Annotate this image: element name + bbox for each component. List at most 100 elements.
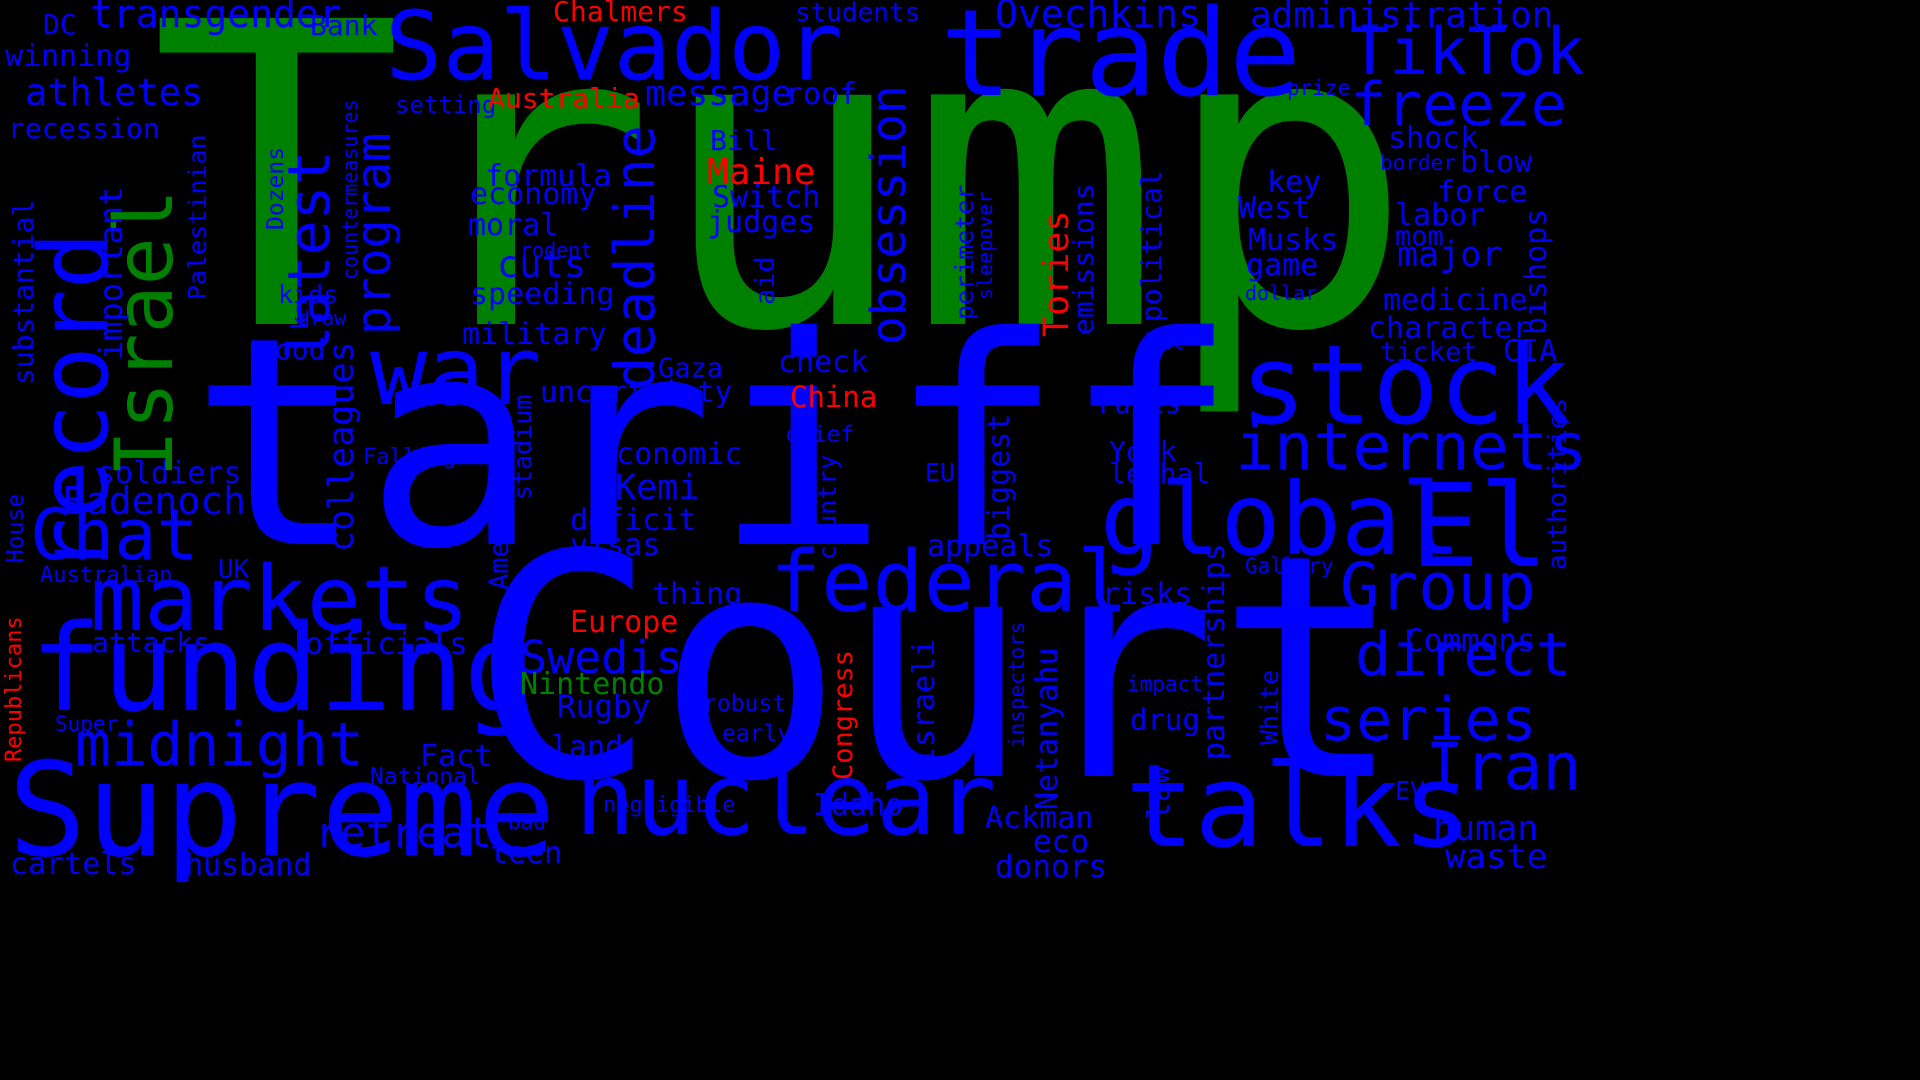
word-netanyahu: Netanyahu <box>1030 647 1065 810</box>
word-palestinian: Palestinian <box>183 134 212 300</box>
word-republicans: Republicans <box>2 616 27 762</box>
word-visas: visas <box>570 528 661 563</box>
word-salvador: Salvador <box>385 0 843 102</box>
word-moral: moral <box>468 208 559 243</box>
word-switch: Switch <box>712 180 821 215</box>
word-war: war <box>370 317 542 427</box>
word-chat: Chat <box>30 494 199 576</box>
word-tiktok: TikTok <box>1350 15 1585 90</box>
word-retreat: retreat <box>315 808 493 857</box>
word-supreme: Supreme <box>8 734 556 886</box>
word-ackman: Ackman <box>985 801 1094 836</box>
word-substantial: substantial <box>7 199 40 385</box>
word-early: early <box>722 721 792 747</box>
word-game: game <box>1246 248 1319 283</box>
word-human: human <box>1433 809 1539 849</box>
word-land: land <box>551 730 624 765</box>
word-federal: federal <box>770 533 1129 632</box>
word-teen: teen <box>490 836 563 871</box>
word-uk: UK <box>218 555 250 585</box>
word-ovechkins: Ovechkins <box>995 0 1201 36</box>
word-deadline: deadline <box>603 125 667 390</box>
word-freeze: freeze <box>1350 70 1567 140</box>
word-badenoch: Badenoch <box>63 479 247 523</box>
word-american: American <box>484 459 515 590</box>
word-trade: trade <box>940 0 1302 124</box>
word-recession: recession <box>8 112 160 145</box>
word-tariff: tariff <box>190 276 1238 613</box>
word-economic: economic <box>598 437 743 472</box>
word-partnerships: partnerships <box>1197 543 1232 760</box>
word-chief: chief <box>785 422 855 448</box>
word-formula: formula <box>485 159 612 194</box>
word-authorities: authorities <box>1543 397 1573 570</box>
word-countermeasures: countermeasures <box>338 99 362 280</box>
word-deficit: deficit <box>570 503 697 538</box>
word-funding: funding <box>30 600 536 739</box>
word-dozens: Dozens <box>263 146 289 230</box>
word-donors: donors <box>995 849 1107 885</box>
word-mom: mom <box>1395 221 1444 252</box>
word-maine: Maine <box>707 152 816 193</box>
word-lethal: lethal <box>1109 457 1211 490</box>
word-medicine: medicine <box>1383 283 1528 318</box>
word-colleagues: colleagues <box>322 341 362 552</box>
word-china: China <box>790 380 878 414</box>
word-gaza: Gaza <box>658 353 724 384</box>
word-york: York <box>1109 435 1177 468</box>
word-officials: officials <box>305 627 468 662</box>
word-bad: bad <box>508 810 546 834</box>
word-congress: Congress <box>828 649 859 780</box>
word-cuts: cuts <box>497 243 587 286</box>
word-rugby: Rugby <box>557 689 651 725</box>
word-shock: shock <box>1388 121 1479 156</box>
word-important: important <box>92 186 130 360</box>
word-dc: DC <box>43 8 77 41</box>
word-europe: Europe <box>570 605 679 640</box>
word-ticket: ticket <box>1380 337 1478 368</box>
word-administration: administration <box>1250 0 1554 36</box>
word-prize: prize <box>1287 76 1351 100</box>
word-white: White <box>1255 669 1284 745</box>
word-internets: internets <box>1235 410 1588 485</box>
word-roof: roof <box>785 77 858 112</box>
word-check: check <box>778 345 869 380</box>
word-australian: Australian <box>40 563 173 588</box>
word-chalmers: Chalmers <box>553 0 688 28</box>
word-kids: kids <box>278 280 339 309</box>
word-major: major <box>1397 235 1503 275</box>
word-idaho: Idaho <box>813 788 904 823</box>
word-setting: setting <box>395 91 497 119</box>
word-house: House <box>3 493 29 563</box>
word-trump: Trump <box>150 0 1415 424</box>
word-k: k <box>286 315 314 330</box>
word-biggest: biggest <box>982 413 1017 540</box>
word-national: National <box>370 764 481 790</box>
word-global: global <box>1100 461 1462 578</box>
word-stock: stock <box>1240 321 1572 449</box>
word-message: message <box>645 74 793 114</box>
word-eu: EU <box>925 458 956 487</box>
word-law: law <box>1142 765 1177 820</box>
word-impact: impact <box>1127 672 1203 696</box>
word-husband: husband <box>185 848 312 883</box>
word-soldiers: soldiers <box>97 456 242 491</box>
word-obsession: obsession <box>861 84 917 345</box>
word-midnight: midnight <box>75 710 364 780</box>
word-bishops: bishops <box>1519 208 1554 335</box>
word-west: West <box>1238 191 1311 226</box>
word-rules: rules <box>1097 387 1182 420</box>
word-winning: winning <box>5 39 132 74</box>
word-cia: CIA <box>1503 334 1558 369</box>
word-waste: waste <box>1445 837 1548 877</box>
word-gallery: Gallery <box>1245 554 1334 578</box>
word-economy: economy <box>470 177 597 212</box>
word-swedish: Swedish <box>520 631 710 684</box>
word-rat: Rat <box>1145 330 1185 355</box>
word-transgender: transgender <box>90 0 342 36</box>
word-rodent: rodent <box>520 238 593 262</box>
word-talks: talks <box>1125 740 1472 874</box>
word-political: political <box>1135 170 1168 322</box>
word-force: force <box>1437 175 1528 210</box>
